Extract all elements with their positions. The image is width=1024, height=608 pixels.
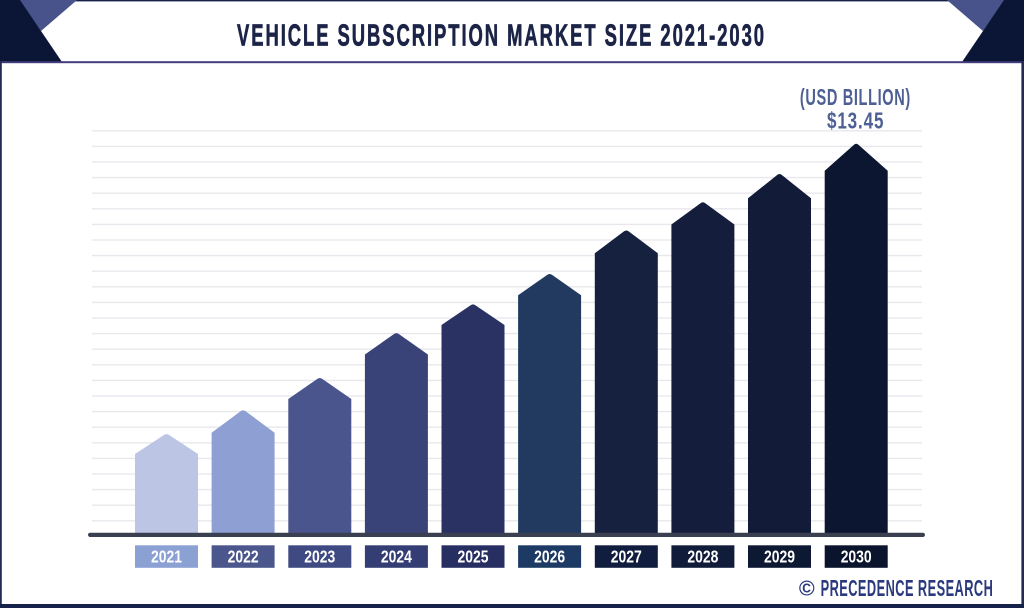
svg-text:©: ©	[799, 576, 815, 600]
svg-text:2030: 2030	[841, 546, 872, 566]
svg-text:$13.45: $13.45	[827, 107, 885, 133]
svg-text:2028: 2028	[687, 546, 718, 566]
svg-text:PRECEDENCE RESEARCH: PRECEDENCE RESEARCH	[821, 575, 994, 601]
svg-text:2025: 2025	[458, 546, 489, 566]
svg-text:2021: 2021	[151, 546, 182, 566]
svg-text:VEHICLE SUBSCRIPTION MARKET SI: VEHICLE SUBSCRIPTION MARKET SIZE 2021-20…	[237, 18, 766, 52]
svg-text:2026: 2026	[534, 546, 565, 566]
svg-text:2023: 2023	[304, 546, 335, 566]
svg-text:2029: 2029	[764, 546, 795, 566]
svg-text:(USD BILLION): (USD BILLION)	[800, 84, 911, 110]
svg-text:2024: 2024	[381, 546, 412, 566]
svg-text:2027: 2027	[611, 546, 642, 566]
svg-text:2022: 2022	[228, 546, 259, 566]
